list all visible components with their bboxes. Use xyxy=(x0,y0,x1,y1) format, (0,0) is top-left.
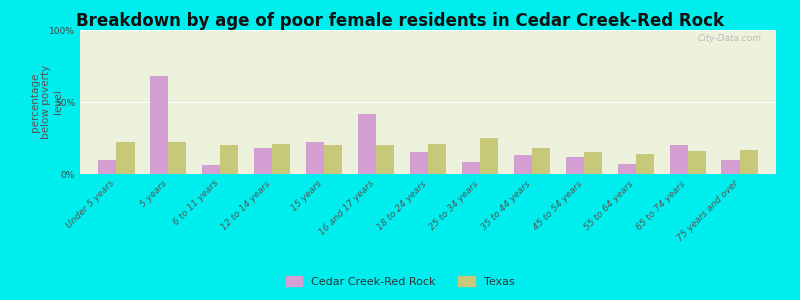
Bar xyxy=(254,148,272,174)
Bar xyxy=(150,76,168,174)
Bar xyxy=(584,152,602,174)
Bar xyxy=(410,152,428,174)
Bar xyxy=(202,165,220,174)
Bar xyxy=(636,154,654,174)
Bar xyxy=(566,157,584,174)
Text: City-Data.com: City-Data.com xyxy=(698,34,762,43)
Bar xyxy=(220,145,238,174)
Bar xyxy=(740,149,758,174)
Bar xyxy=(272,144,290,174)
Bar xyxy=(428,144,446,174)
Bar xyxy=(514,155,532,174)
Bar xyxy=(358,113,376,174)
Y-axis label: percentage
below poverty
level: percentage below poverty level xyxy=(30,65,63,139)
Bar xyxy=(480,138,498,174)
Bar xyxy=(688,151,706,174)
Bar xyxy=(116,142,134,174)
Text: Breakdown by age of poor female residents in Cedar Creek-Red Rock: Breakdown by age of poor female resident… xyxy=(76,12,724,30)
Legend: Cedar Creek-Red Rock, Texas: Cedar Creek-Red Rock, Texas xyxy=(282,272,518,291)
Bar xyxy=(618,164,636,174)
Bar xyxy=(376,145,394,174)
Bar xyxy=(532,148,550,174)
Bar xyxy=(462,163,480,174)
Bar xyxy=(168,142,186,174)
Bar xyxy=(324,145,342,174)
Bar xyxy=(670,145,688,174)
Bar xyxy=(722,160,740,174)
Bar xyxy=(98,160,116,174)
Bar xyxy=(306,142,324,174)
